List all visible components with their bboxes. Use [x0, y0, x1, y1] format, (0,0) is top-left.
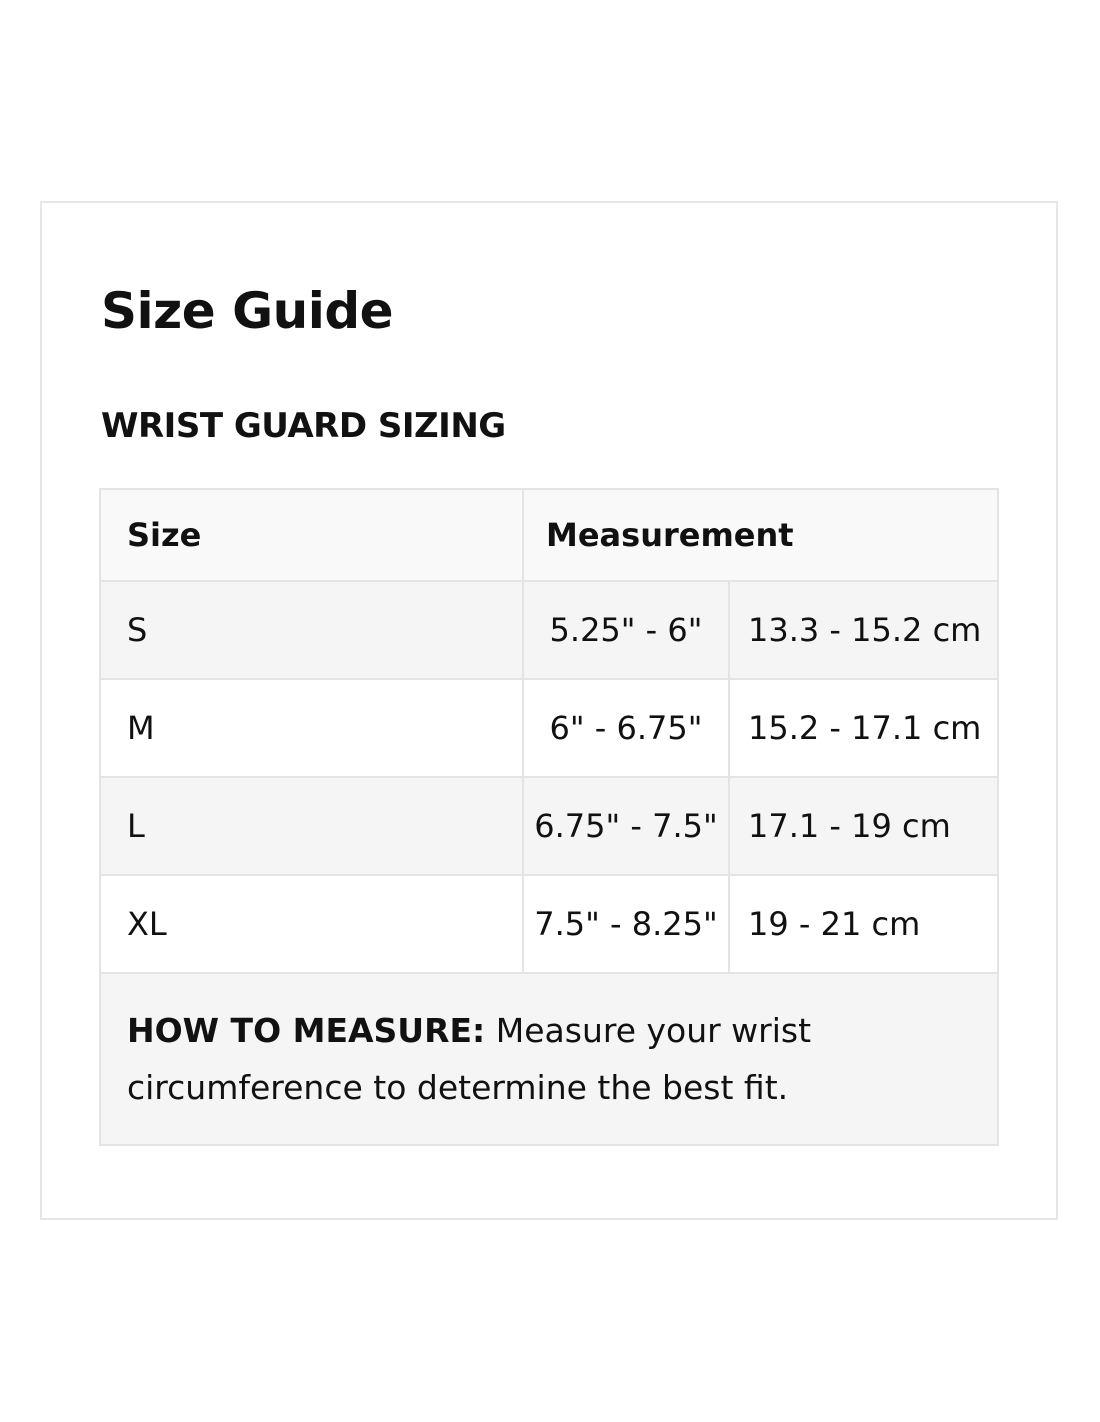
table-row: S 5.25" - 6" 13.3 - 15.2 cm	[99, 580, 999, 680]
size-cell: L	[99, 776, 524, 876]
header-size: Size	[99, 488, 524, 582]
inches-cell: 7.5" - 8.25"	[522, 874, 730, 974]
size-cell: XL	[99, 874, 524, 974]
table-header: Size Measurement	[99, 488, 999, 582]
note-text: Measure your wrist circumference to dete…	[127, 1011, 812, 1107]
inches-cell: 5.25" - 6"	[522, 580, 730, 680]
cm-cell: 17.1 - 19 cm	[728, 776, 999, 876]
header-measurement: Measurement	[522, 488, 999, 582]
note-label: HOW TO MEASURE:	[127, 1011, 486, 1050]
size-table: Size Measurement S 5.25" - 6" 13.3 - 15.…	[99, 488, 999, 1146]
section-subtitle: WRIST GUARD SIZING	[101, 406, 506, 446]
size-cell: M	[99, 678, 524, 778]
note-row: HOW TO MEASURE: Measure your wrist circu…	[99, 972, 999, 1146]
table-row: XL 7.5" - 8.25" 19 - 21 cm	[99, 874, 999, 974]
cm-cell: 13.3 - 15.2 cm	[728, 580, 999, 680]
inches-cell: 6.75" - 7.5"	[522, 776, 730, 876]
table-row: L 6.75" - 7.5" 17.1 - 19 cm	[99, 776, 999, 876]
page-title: Size Guide	[101, 282, 394, 340]
size-cell: S	[99, 580, 524, 680]
cm-cell: 19 - 21 cm	[728, 874, 999, 974]
how-to-measure-note: HOW TO MEASURE: Measure your wrist circu…	[99, 972, 999, 1146]
inches-cell: 6" - 6.75"	[522, 678, 730, 778]
table-row: M 6" - 6.75" 15.2 - 17.1 cm	[99, 678, 999, 778]
cm-cell: 15.2 - 17.1 cm	[728, 678, 999, 778]
